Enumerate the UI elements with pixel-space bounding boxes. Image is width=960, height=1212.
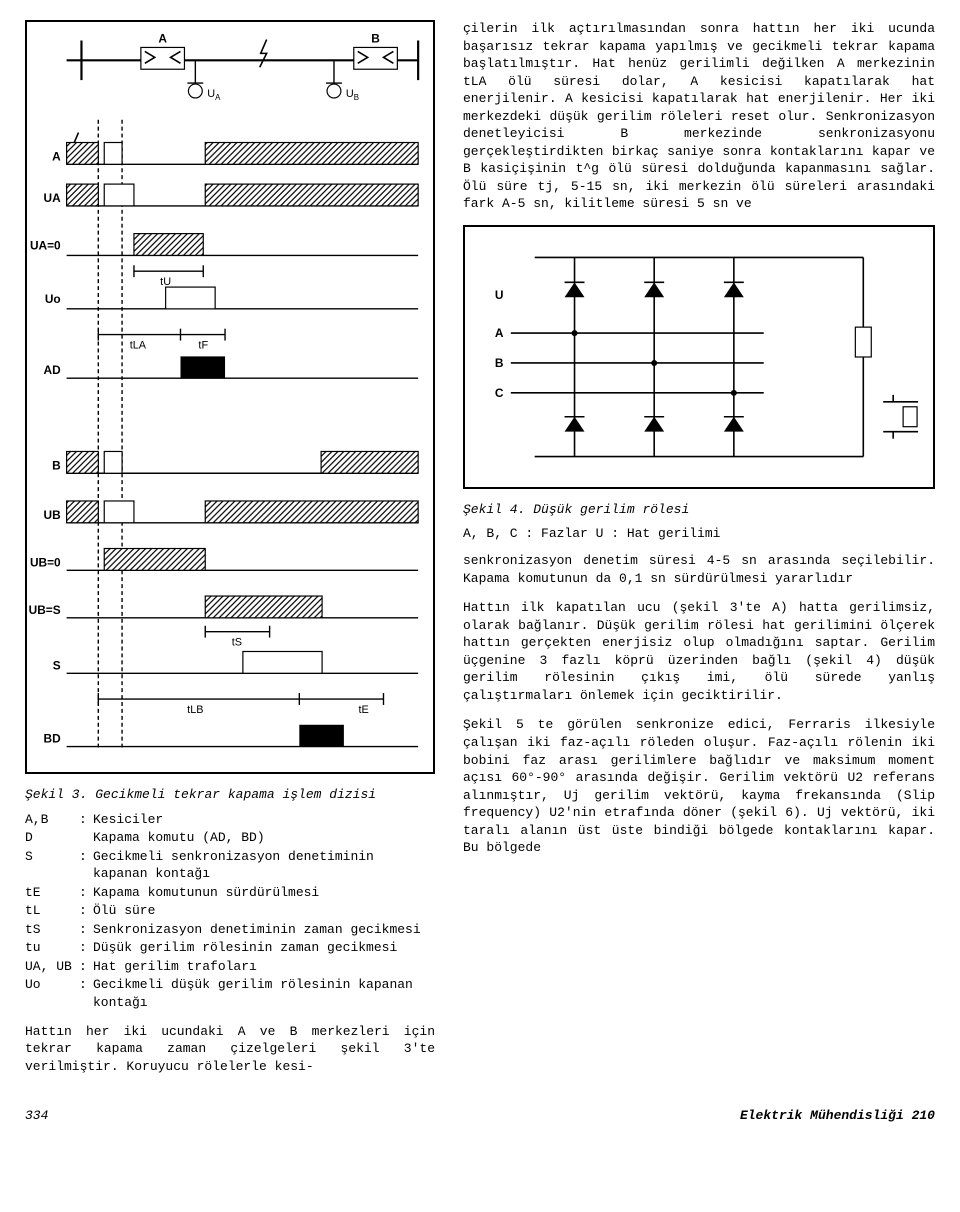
legend-sym: tE	[25, 884, 79, 902]
row-label-b: B	[52, 458, 61, 472]
label-b: B	[371, 31, 380, 45]
legend-txt: Senkronizasyon denetiminin zaman gecikme…	[93, 921, 435, 939]
row-label-uo: Uo	[45, 292, 61, 306]
legend-txt: Düşük gerilim rölesinin zaman gecikmesi	[93, 939, 435, 957]
legend-sym: tL	[25, 902, 79, 920]
row-label-ubs: UB=S	[29, 603, 61, 617]
legend-sym: S	[25, 848, 79, 883]
row-label-ad: AD	[44, 363, 62, 377]
relay-label-b: B	[495, 356, 504, 370]
legend-sym: tu	[25, 939, 79, 957]
right-column: çilerin ilk açtırılmasından sonra hattın…	[463, 20, 935, 1079]
tlabel-tf: tF	[198, 339, 208, 351]
relay-svg: U A B C	[465, 227, 933, 487]
legend-row: A,B:Kesiciler	[25, 811, 435, 829]
row-label-bd: BD	[44, 732, 62, 746]
row-label-s: S	[53, 658, 61, 672]
legend-row: UA, UB:Hat gerilim trafoları	[25, 958, 435, 976]
legend-sym: A,B	[25, 811, 79, 829]
legend-block: A,B:Kesiciler D Kapama komutu (AD, BD) S…	[25, 810, 435, 1013]
legend-row: tu:Düşük gerilim rölesinin zaman gecikme…	[25, 939, 435, 957]
para-right-top: çilerin ilk açtırılmasından sonra hattın…	[463, 20, 935, 213]
legend-row: tL:Ölü süre	[25, 902, 435, 920]
tlabel-tla: tLA	[130, 339, 147, 351]
legend-txt: Gecikmeli senkronizasyon denetiminin kap…	[93, 848, 435, 883]
tlabel-te: tE	[359, 704, 369, 716]
figure-4-caption: Şekil 4. Düşük gerilim rölesi	[463, 501, 935, 519]
left-column: A B UA UB	[25, 20, 435, 1079]
label-ub-top: UB	[346, 88, 359, 102]
para-right-2: Şekil 5 te görülen senkronize edici, Fer…	[463, 716, 935, 856]
label-ua-top: UA	[207, 88, 221, 102]
legend-sym: tS	[25, 921, 79, 939]
legend-txt: Gecikmeli düşük gerilim rölesinin kapana…	[93, 976, 435, 1011]
diode-leg-1	[565, 257, 585, 456]
legend-row: D Kapama komutu (AD, BD)	[25, 829, 435, 847]
legend-row: S:Gecikmeli senkronizasyon denetiminin k…	[25, 848, 435, 883]
tlabel-tlb: tLB	[187, 704, 203, 716]
timing-svg: A B UA UB	[27, 22, 433, 772]
label-a: A	[158, 31, 167, 45]
legend-row: Uo:Gecikmeli düşük gerilim rölesinin kap…	[25, 976, 435, 1011]
legend-txt: Hat gerilim trafoları	[93, 958, 435, 976]
relay-label-a: A	[495, 326, 504, 340]
figure-4-relay-diagram: U A B C	[463, 225, 935, 489]
legend-txt: Kesiciler	[93, 811, 435, 829]
legend-row: tS:Senkronizasyon denetiminin zaman geci…	[25, 921, 435, 939]
legend-row: tE:Kapama komutunun sürdürülmesi	[25, 884, 435, 902]
page-footer: 334 Elektrik Mühendisliği 210	[25, 1107, 935, 1125]
figure-4-legend: A, B, C : Fazlar U : Hat gerilimi	[463, 525, 935, 543]
para-right-mid: senkronizasyon denetim süresi 4-5 sn ara…	[463, 552, 935, 587]
legend-sym: Uo	[25, 976, 79, 1011]
row-label-ub0: UB=0	[30, 555, 61, 569]
diode-leg-3	[724, 257, 744, 456]
legend-txt: Kapama komutunun sürdürülmesi	[93, 884, 435, 902]
figure-4-caption-text: Düşük gerilim rölesi	[533, 502, 689, 517]
para-left: Hattın her iki ucundaki A ve B merkezler…	[25, 1023, 435, 1076]
row-label-a: A	[52, 149, 61, 163]
legend-sym: UA, UB	[25, 958, 79, 976]
figure-3-timing-diagram: A B UA UB	[25, 20, 435, 774]
figure-3-caption-text: Gecikmeli tekrar kapama işlem dizisi	[95, 787, 376, 802]
journal-name: Elektrik Mühendisliği 210	[740, 1107, 935, 1125]
relay-label-c: C	[495, 386, 504, 400]
legend-txt: Kapama komutu (AD, BD)	[93, 829, 435, 847]
tlabel-tu: tU	[160, 276, 171, 288]
relay-label-u: U	[495, 288, 504, 302]
legend-txt: Ölü süre	[93, 902, 435, 920]
tlabel-ts: tS	[232, 637, 242, 649]
page-number: 334	[25, 1107, 48, 1125]
figure-3-prefix: Şekil 3.	[25, 787, 87, 802]
legend-sym: D	[25, 829, 79, 847]
figure-3-caption: Şekil 3. Gecikmeli tekrar kapama işlem d…	[25, 786, 435, 804]
diode-leg-2	[644, 257, 664, 456]
row-label-ua: UA	[44, 191, 62, 205]
page: A B UA UB	[25, 20, 935, 1079]
row-label-ub: UB	[44, 508, 62, 522]
figure-4-prefix: Şekil 4.	[463, 502, 525, 517]
para-right-1: Hattın ilk kapatılan ucu (şekil 3'te A) …	[463, 599, 935, 704]
row-label-ua0: UA=0	[30, 238, 61, 252]
